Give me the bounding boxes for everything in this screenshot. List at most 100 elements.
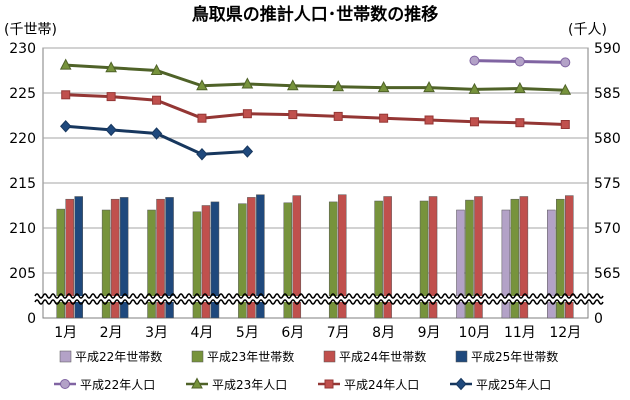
legend-label: 平成24年人口 [344,378,419,392]
line-point [105,61,117,73]
line-point [559,83,572,95]
legend-label: 平成24年世帯数 [339,349,426,364]
bar [465,199,474,319]
bar [328,201,338,319]
line-point [196,147,208,161]
bar [56,208,65,319]
right-tick-label: 590 [594,41,621,57]
line-point [424,115,434,125]
legend-swatch [191,350,204,363]
x-tick-label: 7月 [327,325,350,341]
bar [283,202,293,319]
right-axis-unit: (千人) [568,22,607,38]
bar [256,194,265,319]
legend-marker [60,379,70,389]
gridlines [43,47,588,274]
line-point [150,127,163,140]
line-point [379,113,389,123]
line-point [286,79,299,91]
axis-break-line [34,293,604,299]
line-point [61,90,71,100]
line-point [468,82,481,94]
line-point [377,81,390,93]
x-tick-label: 8月 [372,325,395,341]
line-point [333,111,343,121]
legend-label: 平成23年世帯数 [207,349,294,364]
axis-break-band [35,296,596,302]
bar-series [56,194,574,319]
bar [119,197,129,319]
bar [110,198,120,319]
right-tick-label: 575 [594,176,621,192]
bar [419,200,429,319]
legend-swatch [323,350,336,363]
line-point [105,123,117,137]
right-tick-label: 585 [594,86,621,102]
left-tick-label: 215 [9,176,36,192]
legend-swatch [59,350,72,363]
axis-break [34,293,604,305]
line-point [152,95,162,105]
line-point [59,58,72,70]
left-tick-label: 225 [9,86,36,102]
x-tick-label: 10月 [459,325,491,341]
bar [383,196,392,319]
x-tick-label: 12月 [549,325,581,341]
x-tick-label: 4月 [190,325,213,341]
bar [292,195,302,319]
bar [374,200,383,319]
line-point [288,110,298,120]
legend-marker [455,377,467,391]
bar [74,196,83,319]
right-axis-ticks: 0 565 570 575 580 585 590 [594,41,621,327]
bar [547,209,556,319]
line-point [241,77,254,89]
left-tick-label: 210 [9,221,36,237]
line-point [469,55,480,66]
series-line [65,63,566,92]
line-series [59,55,572,161]
left-tick-label: 0 [27,311,36,327]
x-tick-label: 2月 [100,325,123,341]
series-line [65,93,566,126]
line-point [106,92,116,102]
chart-title: 鳥取県の推計人口･世帯数の推移 [192,4,439,25]
right-tick-label: 570 [594,221,621,237]
bar [156,198,165,319]
x-tick-label: 9月 [418,325,441,341]
legend-marker [191,377,203,389]
right-tick-label: 0 [594,311,603,327]
line-point [514,81,526,93]
legend-swatch [455,350,468,363]
line-point [423,81,435,93]
line-point [150,63,163,75]
left-axis-ticks: 0 205 210 215 220 225 230 [9,41,36,327]
x-tick-label: 5月 [236,325,259,341]
right-tick-label: 565 [594,266,621,282]
bar [565,195,574,319]
line-point [560,57,571,68]
bar [147,209,156,319]
bar [519,196,529,319]
x-tick-label: 1月 [54,325,77,341]
line-point [197,113,207,123]
bar [165,197,174,319]
legend-marker [324,379,334,389]
line-point [196,79,208,91]
legend-label: 平成23年人口 [212,378,287,392]
x-tick-label: 3月 [145,325,168,341]
line-point [469,117,479,127]
line-point [60,120,72,133]
bar [428,196,438,319]
x-axis-ticks: 1月 2月 3月 4月 5月 6月 7月 8月 9月 10月 11月 12月 [54,325,581,341]
bar [101,209,111,319]
bar [474,196,483,319]
bar [556,198,565,319]
bar [247,197,256,319]
bar [192,211,202,319]
line-point [241,145,254,158]
left-tick-label: 230 [9,41,36,57]
bar [238,203,247,319]
x-tick-label: 6月 [281,325,304,341]
